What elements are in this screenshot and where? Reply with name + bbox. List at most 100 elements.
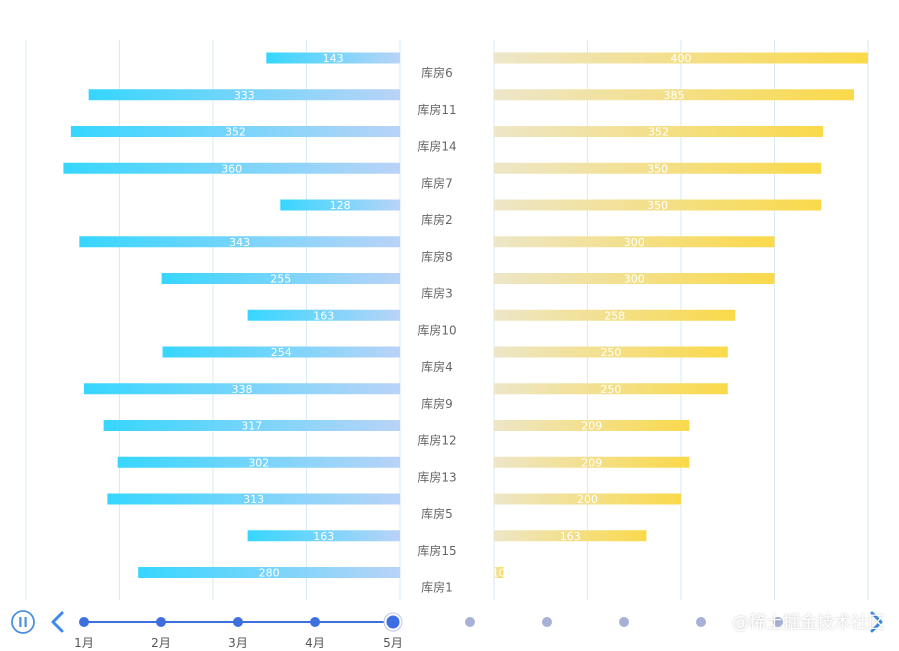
timeline-dot[interactable] [79,617,89,627]
right-bar [494,236,775,248]
left-bar [247,530,400,542]
left-bar-label: 343 [229,236,250,249]
pause-icon[interactable] [11,610,35,634]
right-bar [494,530,647,542]
left-bar-label: 128 [330,199,351,212]
timeline-month-label[interactable]: 5月 [383,636,403,650]
left-bar-label: 338 [231,383,252,396]
right-bar-label: 258 [604,309,625,322]
right-bar [494,567,504,578]
timeline-month-label[interactable]: 3月 [228,636,248,650]
category-label: 库房9 [421,396,453,411]
right-bar [494,383,728,395]
timeline-dot[interactable] [156,617,166,627]
category-label: 库房3 [421,286,453,301]
timeline-control[interactable] [11,610,883,634]
category-label: 库房10 [417,322,456,337]
right-bar [494,420,690,431]
right-bar-label: 350 [647,199,668,212]
category-label: 库房11 [417,102,456,117]
right-bar-label: 385 [663,89,684,102]
left-bar [70,126,400,137]
timeline-dot[interactable] [696,617,706,627]
left-bar [63,162,401,174]
right-bar [494,89,854,101]
category-label: 库房15 [417,543,456,558]
left-bar-label: 360 [221,162,242,175]
right-bar [494,456,690,468]
pause-bar [19,617,22,627]
left-bar-label: 352 [225,126,246,139]
category-label: 库房13 [417,469,456,484]
right-bar-label: 350 [647,162,668,175]
timeline-dot[interactable] [233,617,243,627]
right-bar [494,493,681,505]
timeline-month-label[interactable]: 4月 [305,636,325,650]
timeline-month-label[interactable]: 1月 [74,636,94,650]
left-bar-label: 143 [323,52,344,65]
right-bar-label: 300 [624,273,645,286]
category-label: 库房12 [417,433,456,448]
left-bar [79,236,401,248]
left-bar [83,383,400,395]
category-label: 库房2 [421,212,453,227]
category-label: 库房5 [421,506,453,521]
right-bar [494,52,868,64]
right-bar [494,126,824,137]
timeline-month-label[interactable]: 2月 [151,636,171,650]
left-bar [107,493,400,505]
watermark: @稀土掘金技术社区 [732,613,885,633]
right-bar-label: 250 [600,346,621,359]
right-bar-label: 352 [648,126,669,139]
right-bar-label: 209 [581,420,602,433]
left-bar-label: 163 [313,530,334,543]
left-bar-label: 313 [243,493,264,506]
right-bar [494,346,728,358]
right-bar [494,309,736,321]
right-bar-label: 163 [560,530,581,543]
timeline-dot[interactable] [310,617,320,627]
right-bar [494,273,775,284]
right-bar-label: 300 [624,236,645,249]
left-bar [162,346,400,358]
left-bar [117,456,400,468]
timeline-current-dot[interactable] [384,613,402,631]
left-bar-label: 254 [271,346,292,359]
chevron-left-icon[interactable] [51,611,64,633]
timeline-dot[interactable] [773,617,783,627]
right-bars: 400 385 352 350 350 300 300 258 250 250 209 209 200 1… [492,52,868,580]
left-bar [247,309,400,321]
left-bar-label: 302 [248,456,269,469]
right-bar [494,199,822,211]
chevron-right-icon[interactable] [870,611,883,633]
left-bars: 143 333 352 360 128 343 255 163 254 338 317 302 313 1… [63,52,401,580]
category-label: 库房7 [421,175,453,190]
category-label: 库房4 [421,359,453,374]
category-label: 库房8 [421,249,453,264]
right-bar-label: 400 [671,52,692,65]
left-bar [161,273,400,284]
left-bar-label: 317 [241,420,262,433]
left-bar [280,199,400,211]
left-bar [138,567,400,578]
left-bar-label: 163 [313,309,334,322]
timeline-dot[interactable] [542,617,552,627]
right-bar-label: 250 [600,383,621,396]
category-label: 库房14 [417,139,456,154]
right-bar-label: 209 [581,456,602,469]
left-bar [266,52,400,64]
left-bar-label: 255 [270,273,291,286]
right-bar-label: 10 [492,567,506,580]
left-bar [88,89,401,101]
left-bar-label: 280 [259,567,280,580]
category-label: 库房1 [421,580,453,595]
category-labels: 库房6 库房11 库房14 库房7 库房2 库房8 库房3 库房10 库房4 库房9 库房12 库房1… [417,65,456,595]
left-bar-label: 333 [234,89,255,102]
left-bar [103,420,400,431]
timeline-dot[interactable] [465,617,475,627]
timeline-dot[interactable] [619,617,629,627]
category-label: 库房6 [421,65,453,80]
right-bar [494,162,822,174]
right-bar-label: 200 [577,493,598,506]
